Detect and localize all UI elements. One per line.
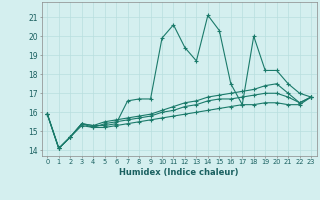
X-axis label: Humidex (Indice chaleur): Humidex (Indice chaleur): [119, 168, 239, 177]
